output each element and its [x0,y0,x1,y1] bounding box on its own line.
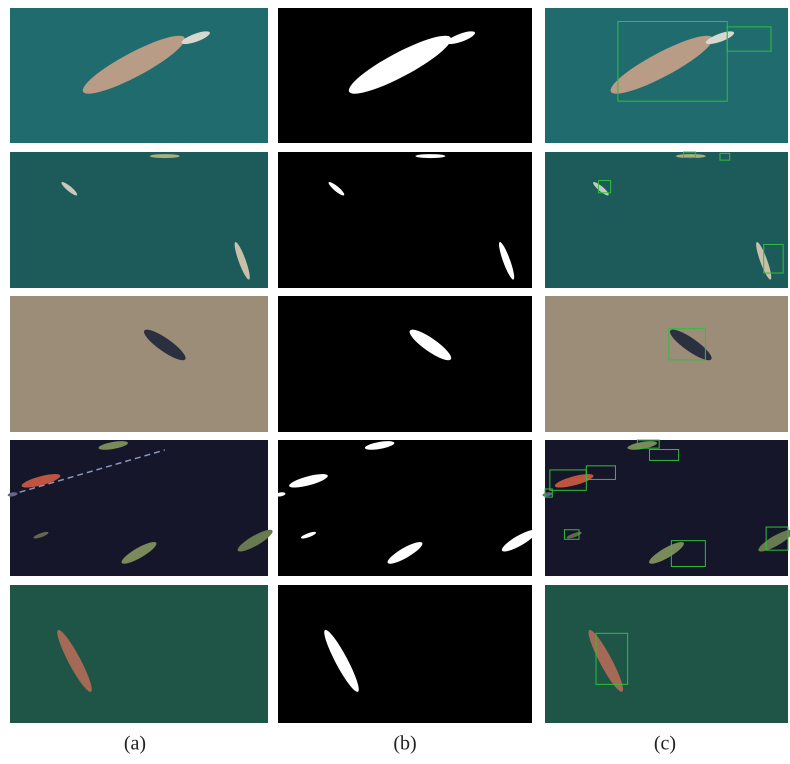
image-panel [278,296,532,432]
image-panel [10,152,268,288]
ship [150,154,180,158]
image-panel [545,296,788,432]
panel-label: (c) [654,733,676,755]
image-panel [10,296,268,432]
image-panel [545,585,788,723]
panel-label: (a) [124,733,146,755]
figure: (a) (b) (c) [0,0,790,764]
ship-mask [415,154,445,158]
image-panel [278,152,532,288]
panel-label: (b) [393,733,416,755]
image-panel [278,585,532,723]
image-panel [545,152,788,288]
image-panel [10,585,268,723]
